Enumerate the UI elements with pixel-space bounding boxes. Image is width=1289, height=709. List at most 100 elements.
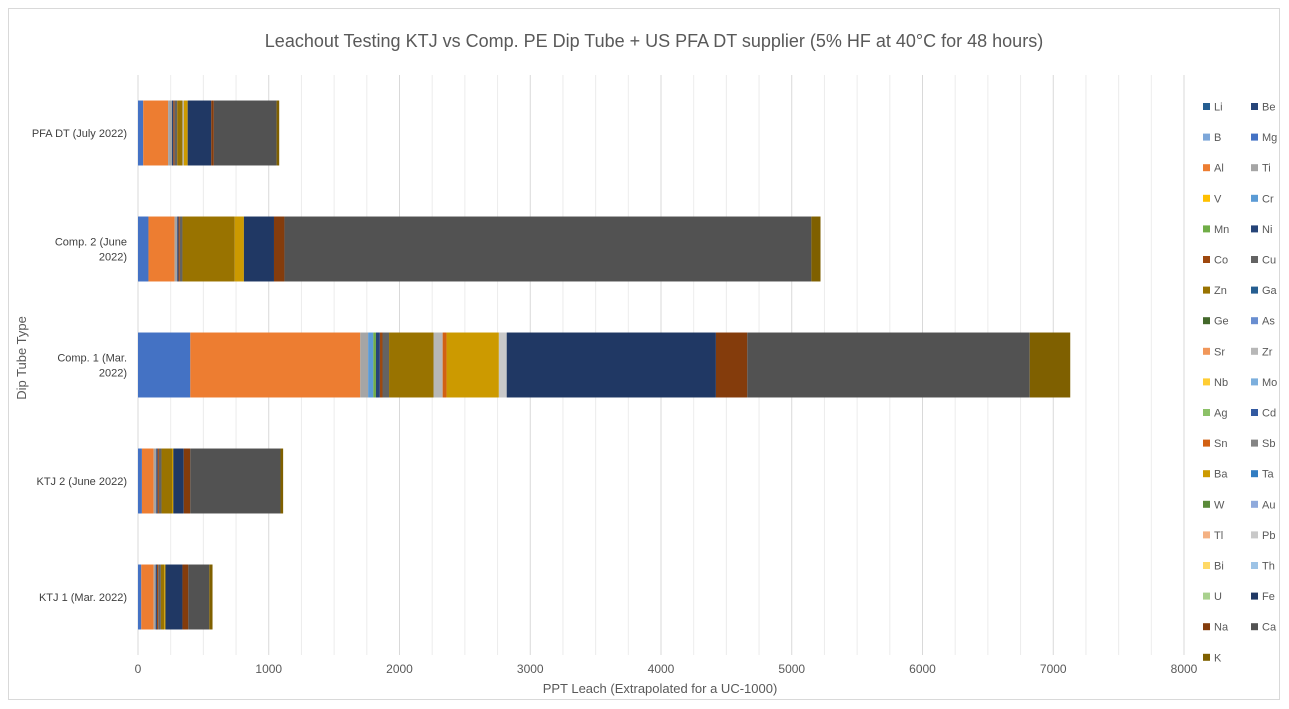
legend-swatch xyxy=(1251,256,1258,263)
bar-segment xyxy=(138,564,142,630)
legend-item: Ge xyxy=(1203,316,1229,328)
legend-label: Ag xyxy=(1214,408,1227,420)
legend-swatch xyxy=(1251,194,1258,202)
x-tick-label: 1000 xyxy=(255,662,282,676)
legend-swatch xyxy=(1251,439,1258,447)
bar-segment xyxy=(174,100,178,166)
bar-segment xyxy=(190,332,361,398)
bar-segment xyxy=(375,332,380,398)
legend-item: Sn xyxy=(1203,438,1227,450)
legend-label: Ge xyxy=(1214,316,1229,328)
legend-swatch xyxy=(1251,164,1258,172)
x-tick-label: 2000 xyxy=(386,662,413,676)
legend-item: Al xyxy=(1203,163,1224,175)
legend-item: As xyxy=(1251,316,1275,328)
x-tick-label: 3000 xyxy=(517,662,544,676)
legend-item: Ag xyxy=(1203,408,1227,420)
legend-swatch xyxy=(1251,500,1258,508)
bar-segment xyxy=(280,448,284,514)
bar-segment xyxy=(153,448,157,514)
legend-item: W xyxy=(1203,499,1225,511)
legend-label: Bi xyxy=(1214,561,1224,573)
bar-segment xyxy=(155,564,157,630)
bar-segment xyxy=(243,216,274,282)
legend-item: Cd xyxy=(1251,408,1276,420)
bar-segment xyxy=(506,332,716,398)
bar-segment xyxy=(182,216,235,282)
bar-segment xyxy=(368,332,374,398)
legend-label: Mo xyxy=(1262,377,1277,389)
bar-segment xyxy=(382,332,390,398)
bar-segment xyxy=(182,564,189,630)
legend-swatch xyxy=(1251,286,1258,294)
bar-segment xyxy=(174,216,178,282)
legend-swatch xyxy=(1203,347,1210,355)
legend-swatch xyxy=(1203,164,1210,172)
bar-segment xyxy=(141,448,154,514)
legend-label: As xyxy=(1262,316,1275,328)
legend-swatch xyxy=(1203,286,1210,294)
x-tick-label: 6000 xyxy=(909,662,936,676)
legend-item: Ti xyxy=(1251,163,1271,175)
bar-segment xyxy=(284,216,812,282)
bar-segment xyxy=(138,448,142,514)
legend-swatch xyxy=(1203,225,1210,233)
bar-segment xyxy=(178,216,180,282)
x-tick-labels: 0 1000 2000 3000 4000 5000 6000 7000 8000 xyxy=(135,662,1198,676)
bar-segment xyxy=(446,332,499,398)
legend-swatch xyxy=(1203,562,1210,569)
legend-label: Cd xyxy=(1262,408,1276,420)
legend-item: Be xyxy=(1251,102,1275,114)
bar-segment xyxy=(141,564,154,630)
legend-swatch xyxy=(1203,500,1210,508)
legend-swatch xyxy=(1203,531,1210,539)
legend-swatch xyxy=(1251,347,1258,355)
bar-segment xyxy=(187,100,212,166)
legend-item: Nb xyxy=(1203,377,1228,389)
bar-segment xyxy=(389,332,434,398)
bar-segment xyxy=(715,332,748,398)
bar-segment xyxy=(747,332,1030,398)
legend-item: Ta xyxy=(1251,469,1275,481)
legend-item: Zr xyxy=(1251,346,1273,358)
bar-segment xyxy=(138,216,149,282)
legend-label: Tl xyxy=(1214,530,1223,542)
legend-label: Na xyxy=(1214,622,1229,634)
legend-swatch xyxy=(1251,225,1258,233)
legend-swatch xyxy=(1203,623,1210,631)
legend-swatch xyxy=(1203,409,1210,416)
legend-label: Sb xyxy=(1262,438,1275,450)
bar-segment xyxy=(182,100,184,166)
legend-item: Zn xyxy=(1203,285,1227,297)
legend-label: V xyxy=(1214,193,1222,205)
legend-label: Mn xyxy=(1214,224,1229,236)
legend-label: Ni xyxy=(1262,224,1272,236)
legend-swatch xyxy=(1251,562,1258,569)
legend-swatch xyxy=(1203,103,1210,110)
legend-item: Bi xyxy=(1203,561,1224,573)
bar-segment xyxy=(190,448,281,514)
legend-item: K xyxy=(1203,652,1222,664)
bar-segment xyxy=(173,448,184,514)
legend-label: Mg xyxy=(1262,132,1277,144)
legend-item: Ni xyxy=(1251,224,1272,236)
bar-segment xyxy=(213,100,277,166)
bar-segment xyxy=(276,100,280,166)
legend-label: Zn xyxy=(1214,285,1227,297)
legend-label: Fe xyxy=(1262,591,1275,603)
legend-swatch xyxy=(1251,531,1258,539)
x-tick-label: 7000 xyxy=(1040,662,1067,676)
category-label: KTJ 1 (Mar. 2022) xyxy=(39,592,127,604)
x-tick-label: 0 xyxy=(135,662,142,676)
legend-label: Cr xyxy=(1262,193,1274,205)
legend-item: Li xyxy=(1203,102,1223,114)
legend-label: Sr xyxy=(1214,346,1225,358)
bar-segment xyxy=(498,332,507,398)
legend-label: Ti xyxy=(1262,163,1271,175)
legend-swatch xyxy=(1203,317,1210,325)
legend-item: Ca xyxy=(1251,622,1277,634)
legend-swatch xyxy=(1251,623,1258,631)
bar-segment xyxy=(171,100,174,166)
legend-item: Sr xyxy=(1203,346,1225,358)
bar-segment xyxy=(177,100,183,166)
